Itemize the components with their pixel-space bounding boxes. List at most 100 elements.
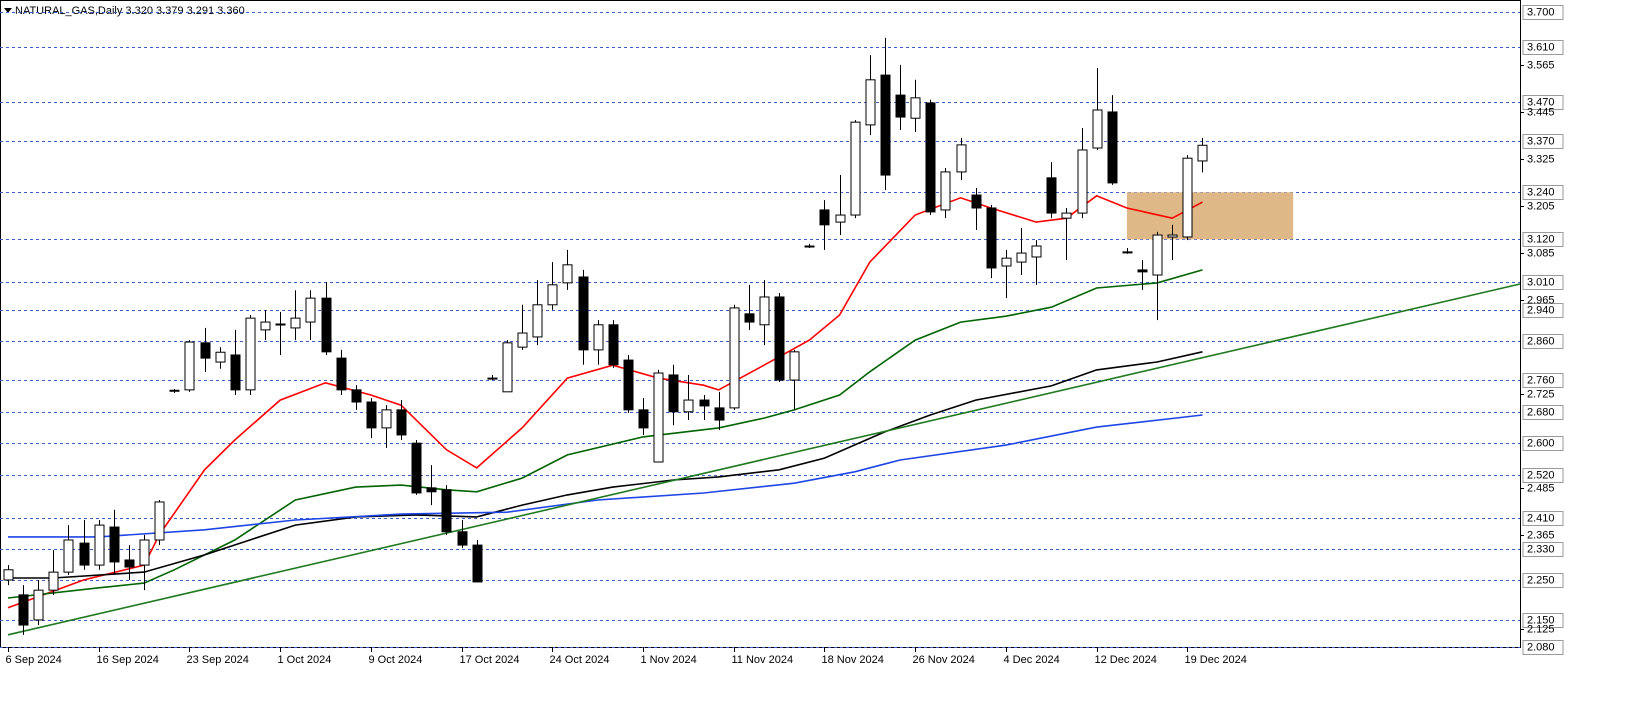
level-label-box xyxy=(1522,40,1564,55)
candle-body xyxy=(880,74,891,176)
level-label-box xyxy=(1522,542,1564,557)
candle-body xyxy=(381,409,392,429)
candle-body xyxy=(668,374,679,413)
candle-body xyxy=(850,121,861,216)
y-tick-label: 2.365 xyxy=(1527,529,1555,541)
candle-body xyxy=(33,589,44,621)
level-label-box xyxy=(1522,232,1564,247)
candle-body xyxy=(789,351,800,381)
candle-body xyxy=(517,332,528,348)
candle-body xyxy=(608,324,619,366)
level-label: 2.680 xyxy=(1527,406,1555,418)
x-tick-label: 19 Dec 2024 xyxy=(1185,654,1247,666)
candle-body xyxy=(835,214,846,223)
candle-body xyxy=(1182,157,1193,238)
y-tick-label: 3.205 xyxy=(1527,200,1555,212)
indicator-line xyxy=(7,269,1203,599)
price-zone xyxy=(1126,192,1294,240)
level-label-box xyxy=(1522,185,1564,200)
candle-body xyxy=(411,442,422,494)
candle-body xyxy=(3,569,14,581)
level-label: 2.600 xyxy=(1527,437,1555,449)
candle-body xyxy=(819,209,830,226)
candle-body xyxy=(638,409,649,429)
candle-body xyxy=(200,342,211,359)
candle-body xyxy=(1152,234,1163,276)
candle-body xyxy=(472,544,483,583)
candle-body xyxy=(184,341,195,391)
candle-body xyxy=(139,539,150,566)
x-tick-label: 6 Sep 2024 xyxy=(6,654,62,666)
candle-body xyxy=(729,307,740,409)
candles-layer xyxy=(3,37,1208,635)
candle-body xyxy=(336,357,347,391)
level-label: 2.150 xyxy=(1527,614,1555,626)
candle-body xyxy=(230,354,241,391)
candle-body xyxy=(910,97,921,119)
candle-body xyxy=(502,342,513,393)
candle-body xyxy=(547,284,558,306)
y-tick-label: 2.485 xyxy=(1527,482,1555,494)
level-label-box xyxy=(1522,511,1564,526)
lines-layer xyxy=(7,194,1521,636)
candle-body xyxy=(1122,251,1133,254)
candle-body xyxy=(714,407,725,421)
level-label: 3.010 xyxy=(1527,276,1555,288)
candle-body xyxy=(653,372,664,463)
level-label-box xyxy=(1522,5,1564,20)
level-label: 2.520 xyxy=(1527,469,1555,481)
candle-body xyxy=(351,389,362,403)
candle-body xyxy=(956,144,967,173)
y-tick-label: 2.965 xyxy=(1527,294,1555,306)
candle-body xyxy=(1031,245,1042,258)
candle-body xyxy=(1016,252,1027,263)
level-label-box xyxy=(1522,134,1564,149)
level-label: 2.860 xyxy=(1527,335,1555,347)
candle-body xyxy=(1197,144,1208,162)
candle-body xyxy=(1046,177,1057,214)
level-label: 2.410 xyxy=(1527,512,1555,524)
level-label: 3.610 xyxy=(1527,41,1555,53)
candle-body xyxy=(1001,257,1012,267)
candle-body xyxy=(124,559,135,568)
candle-body xyxy=(532,304,543,338)
candle-body xyxy=(578,276,589,351)
candle-body xyxy=(1061,212,1072,219)
level-label-box xyxy=(1522,436,1564,451)
candle-body xyxy=(245,317,256,391)
axis-layer: 3.700 3.610 3.470 3.370 3.240 3.120 3.010 2.940… xyxy=(6,5,1564,666)
candle-body xyxy=(18,594,29,626)
level-label: 2.330 xyxy=(1527,543,1555,555)
level-label-box xyxy=(1522,405,1564,420)
x-tick-label: 26 Nov 2024 xyxy=(913,654,975,666)
candle-body xyxy=(109,526,120,563)
level-label-box xyxy=(1522,334,1564,349)
candle-body xyxy=(426,487,437,493)
candle-body xyxy=(396,409,407,436)
x-tick-label: 17 Oct 2024 xyxy=(460,654,520,666)
candle-body xyxy=(79,542,90,566)
plot-frame xyxy=(0,0,1521,648)
x-tick-label: 23 Sep 2024 xyxy=(187,654,249,666)
y-tick-label: 3.445 xyxy=(1527,106,1555,118)
x-tick-label: 16 Sep 2024 xyxy=(97,654,159,666)
candle-body xyxy=(774,296,785,381)
y-tick-label: 3.565 xyxy=(1527,59,1555,71)
candle-body xyxy=(48,571,59,591)
candle-body xyxy=(986,207,997,269)
candle-body xyxy=(94,524,105,566)
candle-body xyxy=(971,194,982,209)
candle-body xyxy=(169,389,180,392)
candle-body xyxy=(441,489,452,533)
level-label: 2.250 xyxy=(1527,574,1555,586)
candle-body xyxy=(683,399,694,413)
level-label-box xyxy=(1522,95,1564,110)
level-label: 3.370 xyxy=(1527,135,1555,147)
x-tick-label: 24 Oct 2024 xyxy=(550,654,610,666)
indicator-line xyxy=(8,414,1203,538)
x-tick-label: 9 Oct 2024 xyxy=(369,654,423,666)
level-label-box xyxy=(1522,303,1564,318)
candle-body xyxy=(865,79,876,126)
candle-body xyxy=(744,313,755,323)
